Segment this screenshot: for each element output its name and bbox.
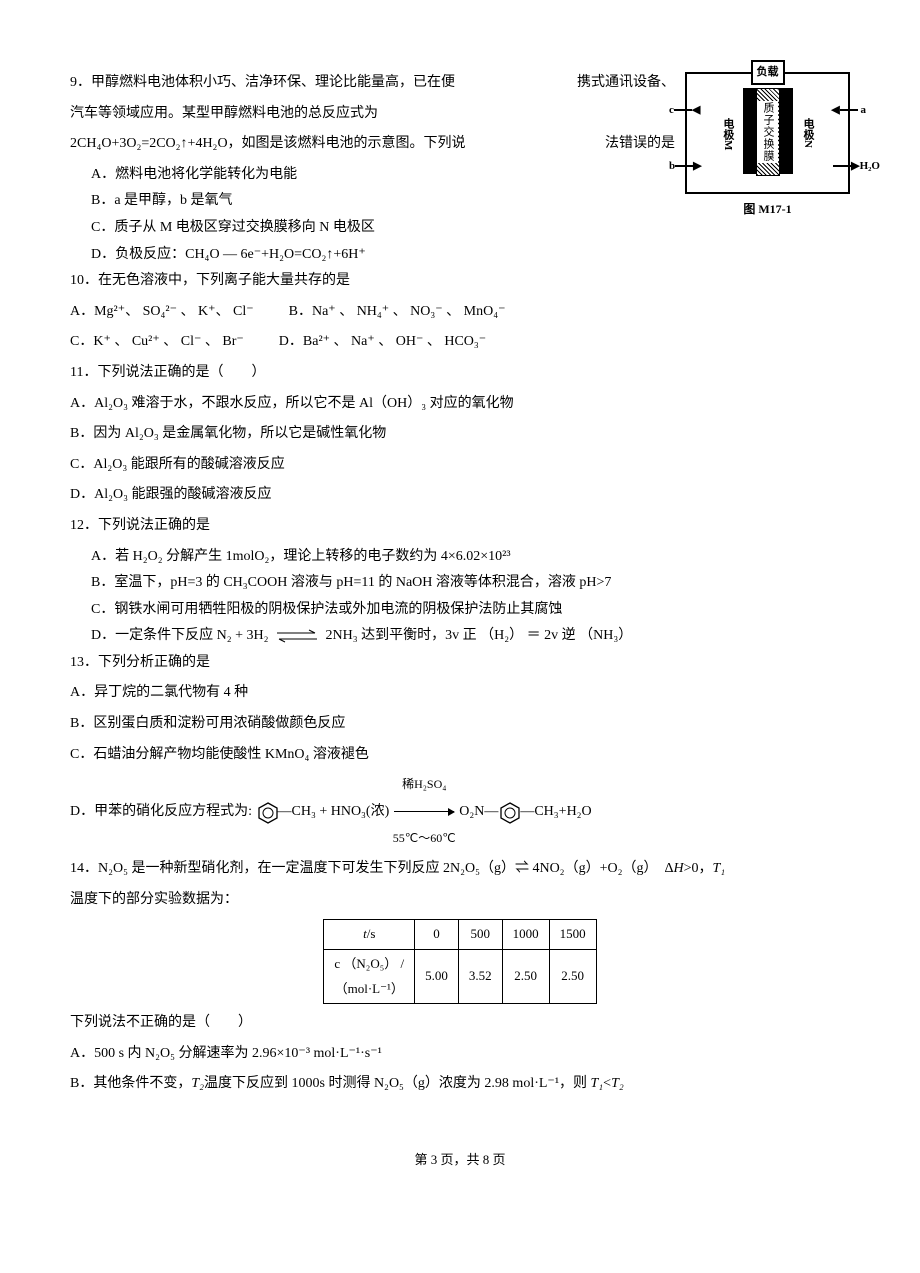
port-c: c◀: [669, 100, 700, 121]
table-header-val: 500: [458, 920, 502, 950]
port-b: b▶: [669, 156, 702, 177]
table-cell: 5.00: [415, 949, 459, 1003]
electrode-n-bar: [779, 88, 793, 174]
q14-option-b: B．其他条件不变，T₂温度下反应到 1000s 时测得 N₂O₅（g）浓度为 2…: [70, 1071, 850, 1098]
q11-option-b: B．因为 Al₂O₃ 是金属氧化物，所以它是碱性氧化物: [70, 421, 850, 448]
q10-options-row1: A．Mg²⁺、 SO₄²⁻ 、 K⁺、 Cl⁻ B．Na⁺ 、 NH₄⁺ 、 N…: [70, 299, 850, 326]
q12-option-c: C．钢铁水闸可用牺牲阳极的阴极保护法或外加电流的阴极保护法防止其腐蚀: [91, 597, 850, 624]
page-footer: 第 3 页，共 8 页: [70, 1148, 850, 1173]
table-row: t/s 0 500 1000 1500: [324, 920, 596, 950]
q12-option-d: D．一定条件下反应 N₂ + 3H₂ 2NH₃ 达到平衡时，3v 正 （H₂） …: [91, 623, 850, 650]
figure-caption: 图 M17-1: [685, 198, 850, 221]
reaction-arrow-icon: [394, 811, 454, 812]
table-cell: 2.50: [502, 949, 549, 1003]
q9-stem-line3-tail: 法错误的是: [605, 131, 675, 158]
table-header-val: 0: [415, 920, 459, 950]
benzene-ring-icon: [498, 801, 520, 823]
q13-option-b: B．区别蛋白质和淀粉可用浓硝酸做颜色反应: [70, 711, 850, 738]
table-row: c （N₂O₅） /（mol·L⁻¹） 5.00 3.52 2.50 2.50: [324, 949, 596, 1003]
q10-stem: 10．在无色溶液中，下列离子能大量共存的是: [70, 268, 850, 295]
q10-options-row2: C．K⁺ 、 Cu²⁺ 、 Cl⁻ 、 Br⁻ D．Ba²⁺ 、 Na⁺ 、 O…: [70, 329, 850, 356]
q14-question: 下列说法不正确的是（ ）: [70, 1010, 850, 1037]
table-cell: 3.52: [458, 949, 502, 1003]
q10-option-b: B．Na⁺ 、 NH₄⁺ 、 NO₃⁻ 、 MnO₄⁻: [289, 304, 506, 319]
table-rowhead: c （N₂O₅） /（mol·L⁻¹）: [324, 949, 415, 1003]
q11-option-d: D．Al₂O₃ 能跟强的酸碱溶液反应: [70, 482, 850, 509]
q11-option-c: C．Al₂O₃ 能跟所有的酸碱溶液反应: [70, 452, 850, 479]
q10-option-c: C．K⁺ 、 Cu²⁺ 、 Cl⁻ 、 Br⁻: [70, 334, 244, 349]
membrane-label: 质子交换膜: [757, 101, 778, 163]
q14-stem-2: 温度下的部分实验数据为：: [70, 887, 850, 914]
q12-stem: 12．下列说法正确的是: [70, 513, 850, 540]
q13-option-c: C．石蜡油分解产物均能使酸性 KMnO₄ 溶液褪色: [70, 742, 850, 769]
table-header-val: 1000: [502, 920, 549, 950]
q13-option-a: A．异丁烷的二氯代物有 4 种: [70, 680, 850, 707]
electrode-m-label: 电极M: [717, 118, 738, 150]
table-header-t: t/s: [324, 920, 415, 950]
q9-stem-line1-tail: 携式通讯设备、: [577, 70, 675, 97]
equilibrium-arrows-icon: [275, 629, 319, 643]
q12-option-a: A．若 H₂O₂ 分解产生 1molO₂，理论上转移的电子数约为 4×6.02×…: [91, 544, 850, 571]
q14-stem-1: 14．N₂O₅ 是一种新型硝化剂，在一定温度下可发生下列反应 2N₂O₅（g）⇌…: [70, 856, 850, 883]
fuel-cell-figure: 负载 质子交换膜 电极M 电极N c◀ b▶ ◀ a ▶H₂O 图 M17-1: [685, 70, 850, 221]
q13-stem: 13．下列分析正确的是: [70, 650, 850, 677]
proton-membrane: 质子交换膜: [756, 88, 780, 176]
port-h2o: ▶H₂O: [833, 156, 880, 177]
table-header-val: 1500: [549, 920, 596, 950]
q11-stem: 11．下列说法正确的是（ ）: [70, 360, 850, 387]
q14-option-a: A．500 s 内 N₂O₅ 分解速率为 2.96×10⁻³ mol·L⁻¹·s…: [70, 1041, 850, 1068]
nitration-reaction: —CH₃ + HNO₃(浓) 稀H₂SO₄ 55℃～60℃ O₂N— —CH₃+…: [256, 772, 592, 852]
q13-option-d: D．甲苯的硝化反应方程式为: —CH₃ + HNO₃(浓) 稀H₂SO₄ 55℃…: [70, 772, 850, 852]
q11-option-a: A．Al₂O₃ 难溶于水，不跟水反应，所以它不是 Al（OH）₃ 对应的氧化物: [70, 391, 850, 418]
electrode-n-label: 电极N: [797, 118, 818, 148]
table-cell: 2.50: [549, 949, 596, 1003]
q10-option-d: D．Ba²⁺ 、 Na⁺ 、 OH⁻ 、 HCO₃⁻: [279, 334, 486, 349]
electrode-m-bar: [743, 88, 757, 174]
fuel-cell-diagram: 负载 质子交换膜 电极M 电极N c◀ b▶ ◀ a ▶H₂O: [685, 72, 850, 194]
q14-data-table: t/s 0 500 1000 1500 c （N₂O₅） /（mol·L⁻¹） …: [323, 919, 596, 1004]
load-box: 负载: [751, 60, 785, 85]
q10-option-a: A．Mg²⁺、 SO₄²⁻ 、 K⁺、 Cl⁻: [70, 304, 254, 319]
port-a: ◀ a: [831, 100, 866, 121]
benzene-ring-icon: [256, 801, 278, 823]
q9-option-d: D．负极反应：CH₄O — 6e⁻+H₂O=CO₂↑+6H⁺: [91, 242, 850, 269]
q12-option-b: B．室温下，pH=3 的 CH₃COOH 溶液与 pH=11 的 NaOH 溶液…: [91, 570, 850, 597]
